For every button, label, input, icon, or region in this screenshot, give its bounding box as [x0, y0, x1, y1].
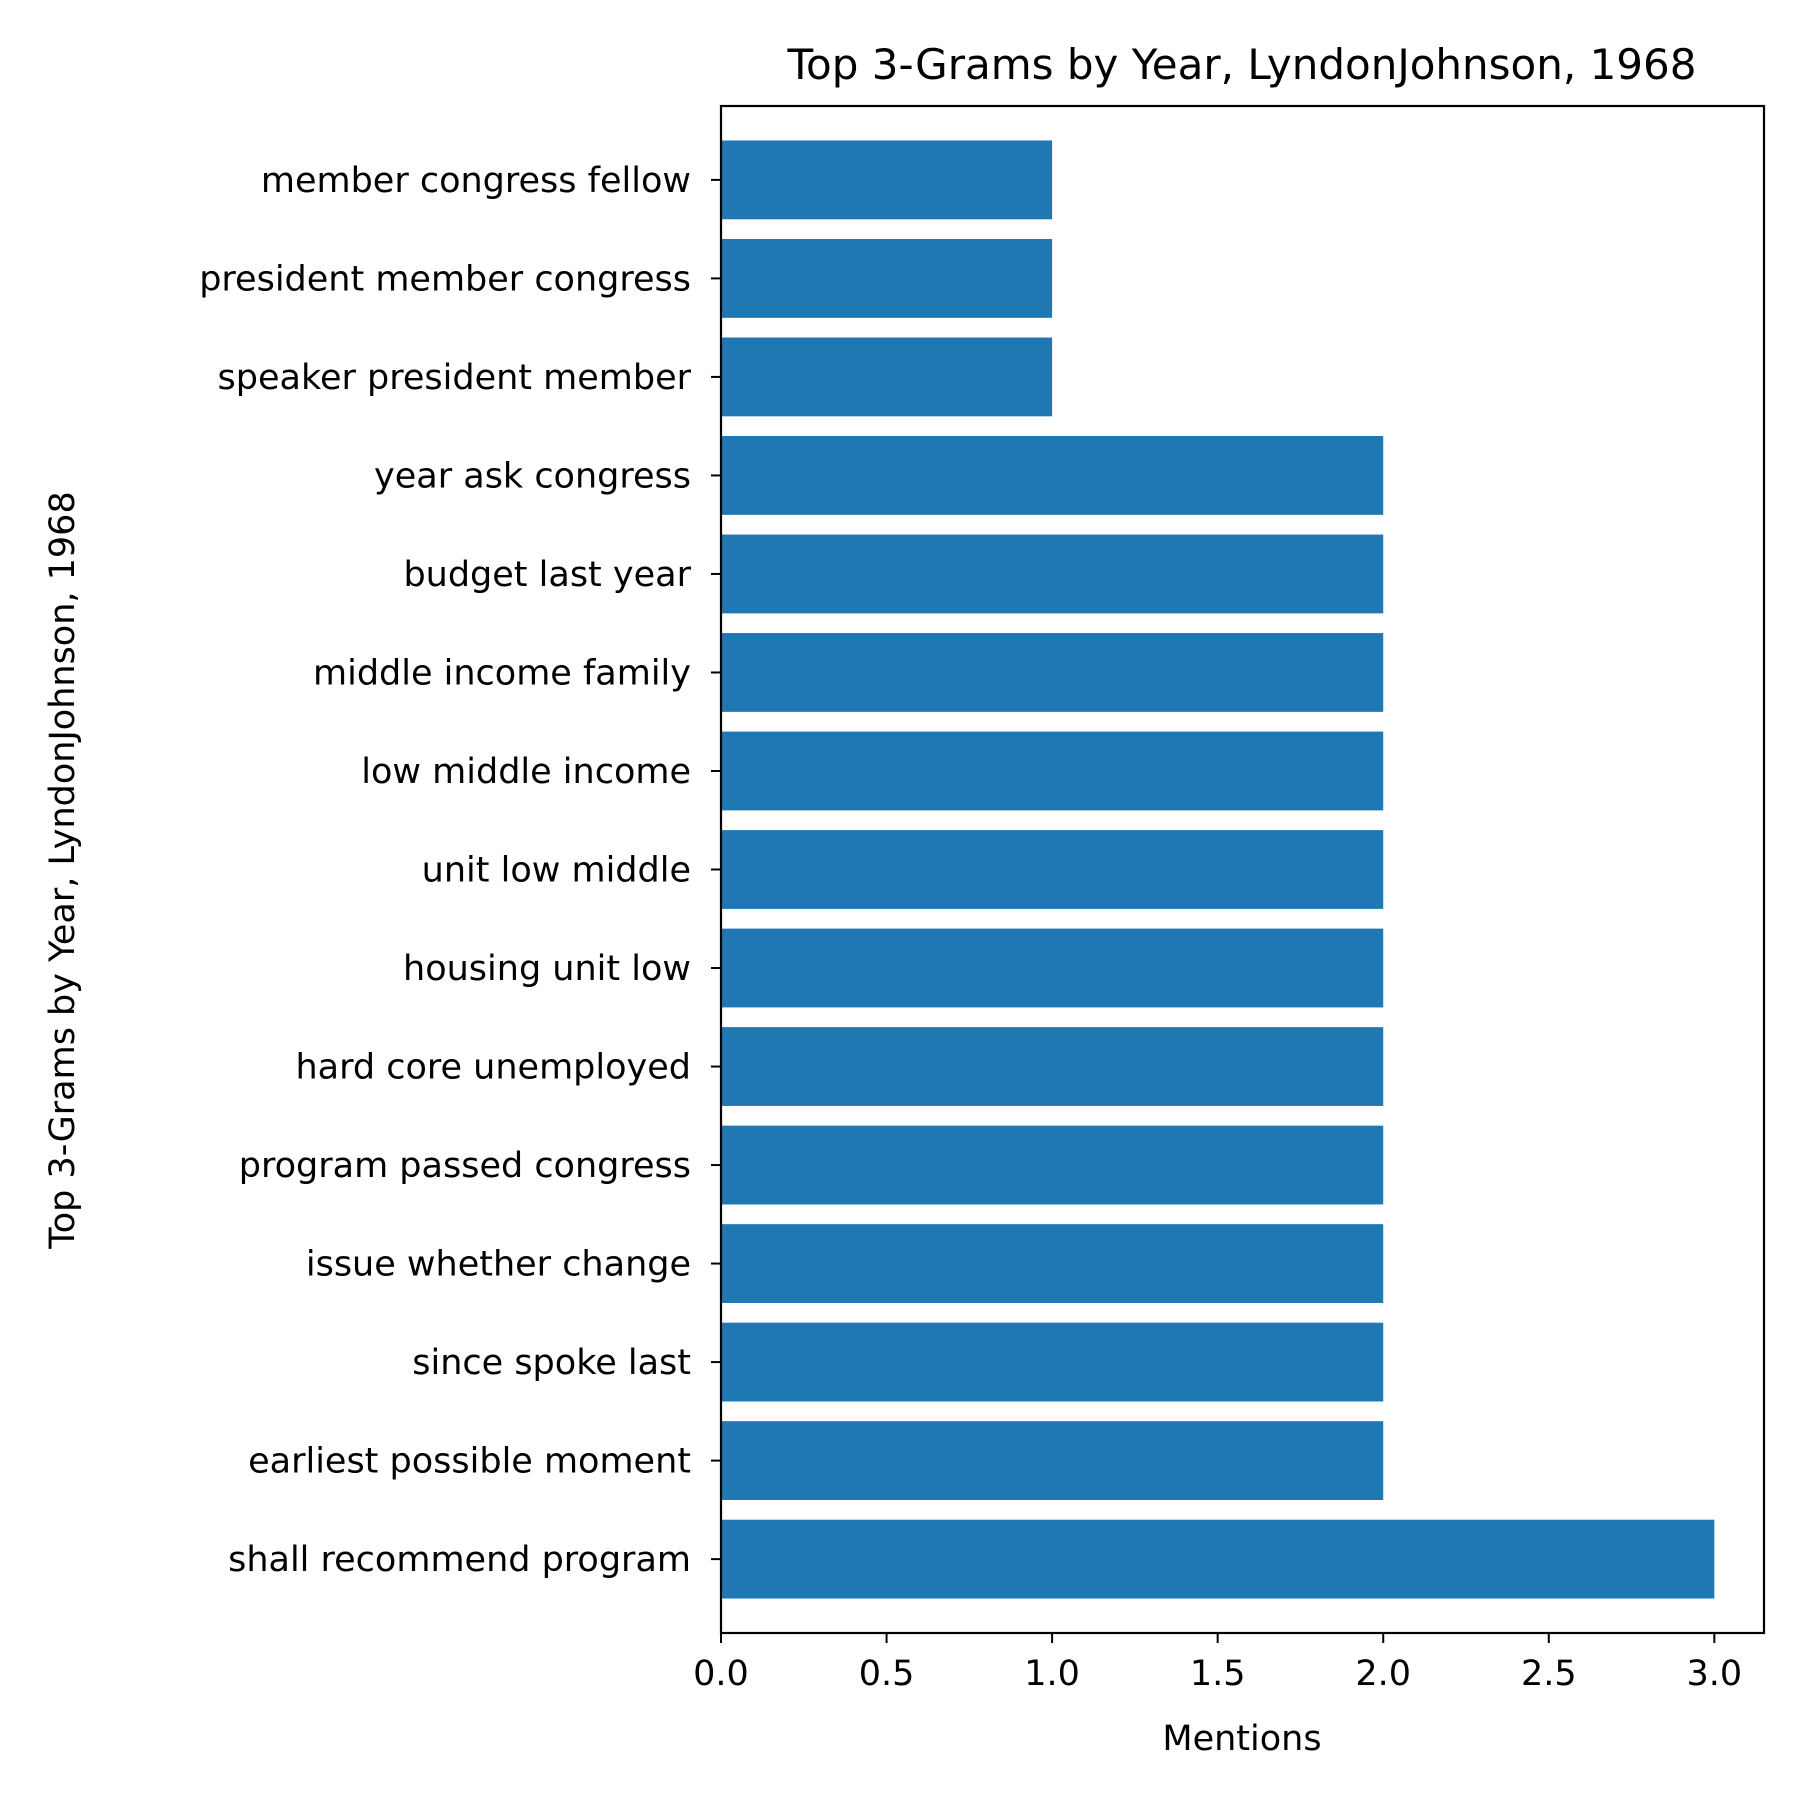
- bar: [721, 140, 1053, 220]
- x-tick-label: 0.0: [693, 1654, 749, 1694]
- bar: [721, 830, 1384, 909]
- x-axis-ticks: 0.0 0.5 1.0 1.5 2.0 2.5 3.0: [693, 1633, 1742, 1694]
- bars: [721, 140, 1715, 1599]
- bar: [721, 436, 1384, 515]
- y-tick-label: hard core unemployed: [296, 1048, 692, 1088]
- bar: [721, 534, 1384, 614]
- y-tick-label: budget last year: [403, 555, 691, 595]
- y-tick-label: year ask congress: [374, 456, 691, 496]
- bar: [721, 731, 1384, 811]
- x-axis-label: Mentions: [1162, 1719, 1321, 1759]
- y-tick-label: low middle income: [361, 752, 691, 792]
- y-tick-label: member congress fellow: [261, 161, 691, 201]
- x-tick-label: 2.5: [1521, 1654, 1577, 1694]
- bar: [721, 1224, 1384, 1303]
- bar: [721, 1519, 1715, 1599]
- bar: [721, 1125, 1384, 1205]
- x-tick-label: 1.5: [1190, 1654, 1246, 1694]
- plot-frame: [719, 104, 1766, 1635]
- y-tick-label: since spoke last: [412, 1343, 691, 1383]
- bar: [721, 337, 1053, 417]
- bar: [721, 928, 1384, 1008]
- y-tick-label: program passed congress: [239, 1146, 691, 1186]
- bar: [721, 1421, 1384, 1501]
- y-axis-label: Top 3-Grams by Year, LyndonJohnson, 1968: [43, 491, 83, 1249]
- y-tick-label: shall recommend program: [228, 1540, 691, 1580]
- y-tick-label: president member congress: [199, 259, 691, 299]
- y-axis-ticks: shall recommend program earliest possible…: [199, 161, 721, 1580]
- y-tick-label: middle income family: [313, 653, 691, 693]
- bar: [721, 633, 1384, 712]
- bar: [721, 1027, 1384, 1106]
- chart-title: Top 3-Grams by Year, LyndonJohnson, 1968: [787, 40, 1697, 89]
- x-tick-label: 3.0: [1686, 1654, 1742, 1694]
- y-tick-label: earliest possible moment: [248, 1442, 691, 1482]
- x-tick-label: 1.0: [1024, 1654, 1080, 1694]
- bar: [721, 238, 1053, 318]
- y-tick-label: issue whether change: [306, 1245, 691, 1285]
- y-tick-label: unit low middle: [422, 851, 691, 891]
- x-tick-label: 2.0: [1355, 1654, 1411, 1694]
- x-tick-label: 0.5: [859, 1654, 915, 1694]
- y-tick-label: speaker president member: [218, 358, 692, 398]
- bar: [721, 1322, 1384, 1402]
- y-tick-label: housing unit low: [403, 949, 691, 989]
